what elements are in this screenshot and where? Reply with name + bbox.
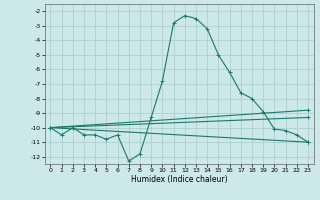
X-axis label: Humidex (Indice chaleur): Humidex (Indice chaleur) xyxy=(131,175,228,184)
